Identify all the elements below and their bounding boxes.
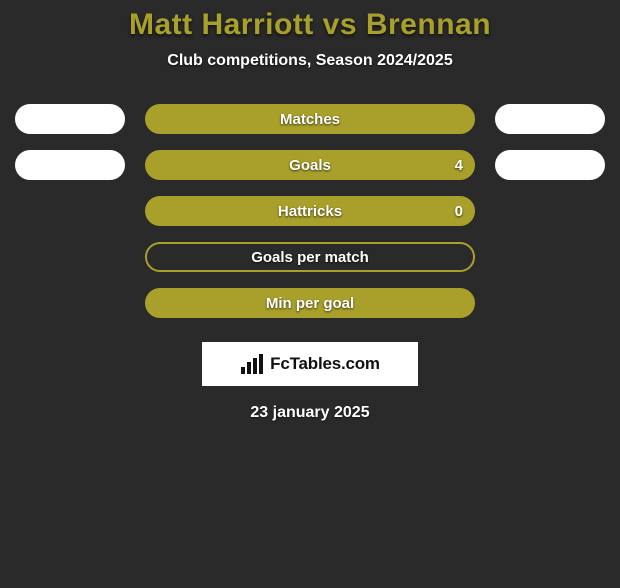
stat-rows: Matches Goals4 Hattricks0 Goals per match Mi…: [0, 104, 620, 318]
stat-label: Goals per match: [147, 249, 473, 266]
page-title: Matt Harriott vs Brennan: [0, 8, 620, 42]
subtitle: Club competitions, Season 2024/2025: [0, 52, 620, 70]
stat-bar: Goals per match: [145, 242, 475, 272]
right-pill: [495, 104, 605, 134]
stat-label: Matches: [147, 111, 473, 128]
stat-row: Goals4: [0, 150, 620, 180]
bars-icon: [240, 353, 266, 375]
stat-bar: Matches: [145, 104, 475, 134]
stat-bar: Hattricks0: [145, 196, 475, 226]
stat-label: Min per goal: [147, 295, 473, 312]
stat-value-right: 4: [455, 157, 463, 174]
stat-row: Goals per match: [0, 242, 620, 272]
left-pill: [15, 150, 125, 180]
stat-row: Hattricks0: [0, 196, 620, 226]
stat-label: Hattricks: [147, 203, 473, 220]
stat-row: Matches: [0, 104, 620, 134]
stat-value-right: 0: [455, 203, 463, 220]
left-pill: [15, 104, 125, 134]
stat-bar: Min per goal: [145, 288, 475, 318]
stat-bar: Goals4: [145, 150, 475, 180]
stat-row: Min per goal: [0, 288, 620, 318]
date: 23 january 2025: [0, 404, 620, 422]
logo: FcTables.com: [202, 342, 418, 386]
logo-text: FcTables.com: [270, 354, 380, 374]
stat-label: Goals: [147, 157, 473, 174]
right-pill: [495, 150, 605, 180]
